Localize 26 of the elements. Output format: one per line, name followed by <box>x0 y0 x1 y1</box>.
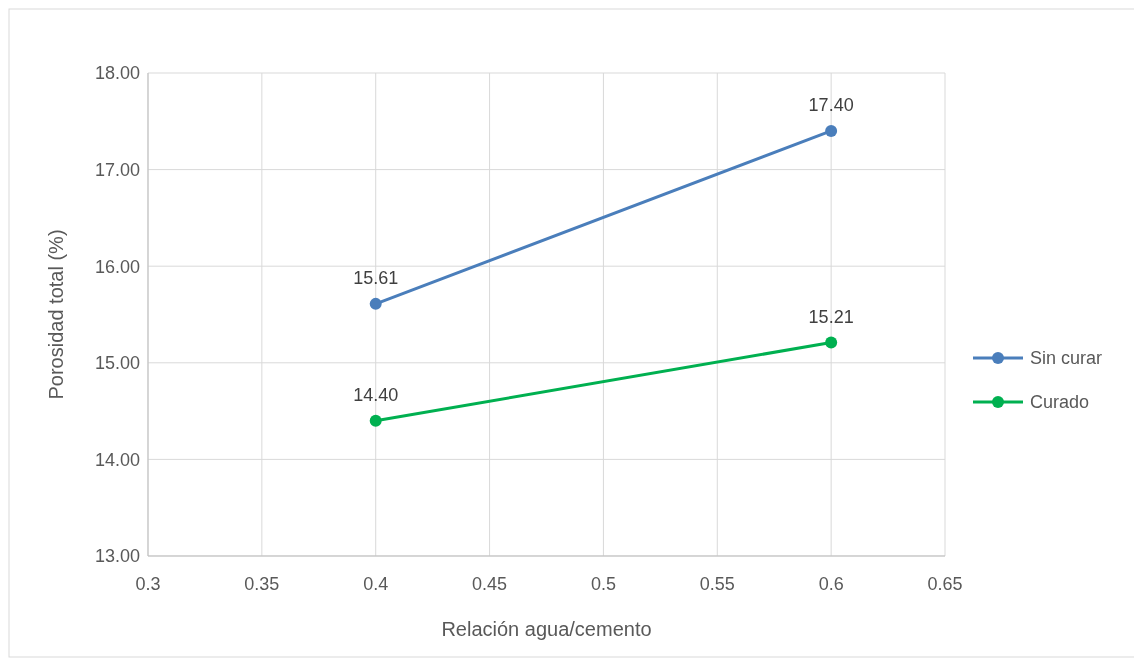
y-tick-label: 18.00 <box>94 63 140 84</box>
y-tick-label: 17.00 <box>94 159 140 180</box>
y-tick-label: 14.00 <box>94 449 140 470</box>
y-axis-title: Porosidad total (%) <box>45 229 67 400</box>
point <box>369 297 382 310</box>
x-tick-label: 0.45 <box>472 574 508 594</box>
x-tick-label: 0.3 <box>135 574 161 594</box>
point <box>369 414 382 427</box>
data-label: 17.40 <box>808 94 854 115</box>
x-axis-title: Relación agua/cemento <box>441 618 652 640</box>
data-label: 14.40 <box>353 384 399 405</box>
x-tick-label: 0.35 <box>244 574 280 594</box>
data-label: 15.61 <box>353 267 399 288</box>
point <box>825 336 838 349</box>
legend-label: Curado <box>1030 392 1090 413</box>
y-tick-label: 15.00 <box>94 353 140 374</box>
y-tick-label: 13.00 <box>94 546 140 567</box>
x-tick-label: 0.4 <box>363 574 389 594</box>
y-tick-label: 16.00 <box>94 256 140 277</box>
x-tick-label: 0.65 <box>927 574 963 594</box>
legend-label: Sin curar <box>1030 348 1103 369</box>
x-tick-label: 0.5 <box>590 574 616 594</box>
data-label: 15.21 <box>808 306 854 327</box>
point <box>825 124 838 137</box>
x-tick-label: 0.55 <box>699 574 735 594</box>
x-tick-label: 0.6 <box>818 574 844 594</box>
